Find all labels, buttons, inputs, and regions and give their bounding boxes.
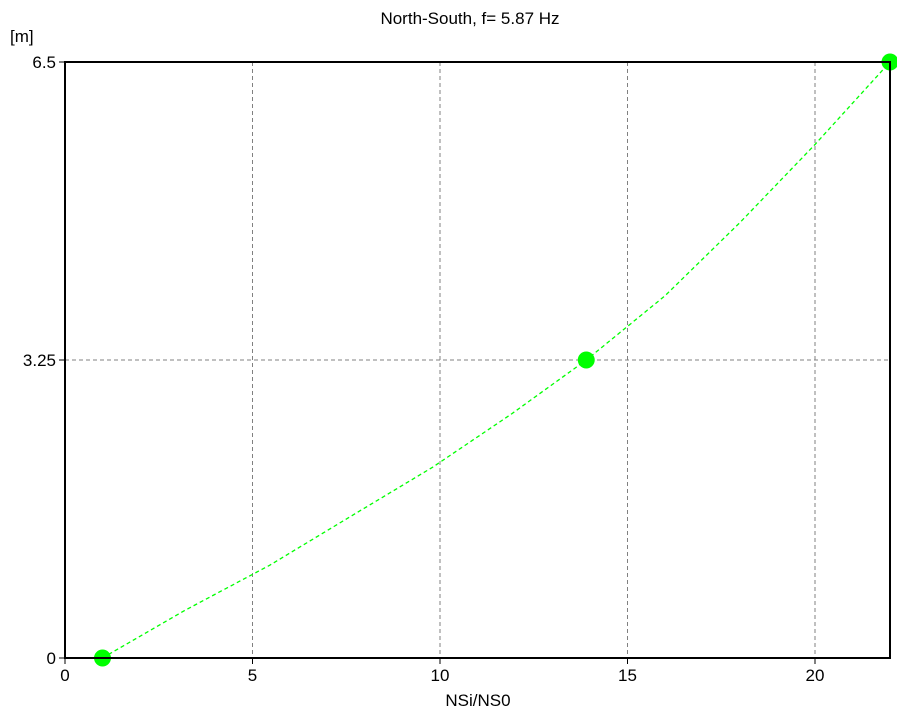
x-tick-label: 5 bbox=[248, 666, 257, 685]
data-point-marker bbox=[578, 352, 595, 369]
x-tick-label: 0 bbox=[60, 666, 69, 685]
x-tick-label: 10 bbox=[431, 666, 450, 685]
x-tick-label: 20 bbox=[806, 666, 825, 685]
chart-title: North-South, f= 5.87 Hz bbox=[380, 9, 559, 28]
axis-ticks: 0 5 10 15 20 0 3.25 6.5 bbox=[23, 53, 825, 685]
y-axis-label: [m] bbox=[10, 27, 34, 46]
y-tick-label: 6.5 bbox=[32, 53, 56, 72]
grid-lines bbox=[65, 62, 890, 658]
x-tick-label: 15 bbox=[618, 666, 637, 685]
y-tick-label: 3.25 bbox=[23, 351, 56, 370]
x-axis-label: NSi/NS0 bbox=[445, 691, 510, 710]
y-tick-label: 0 bbox=[47, 649, 56, 668]
